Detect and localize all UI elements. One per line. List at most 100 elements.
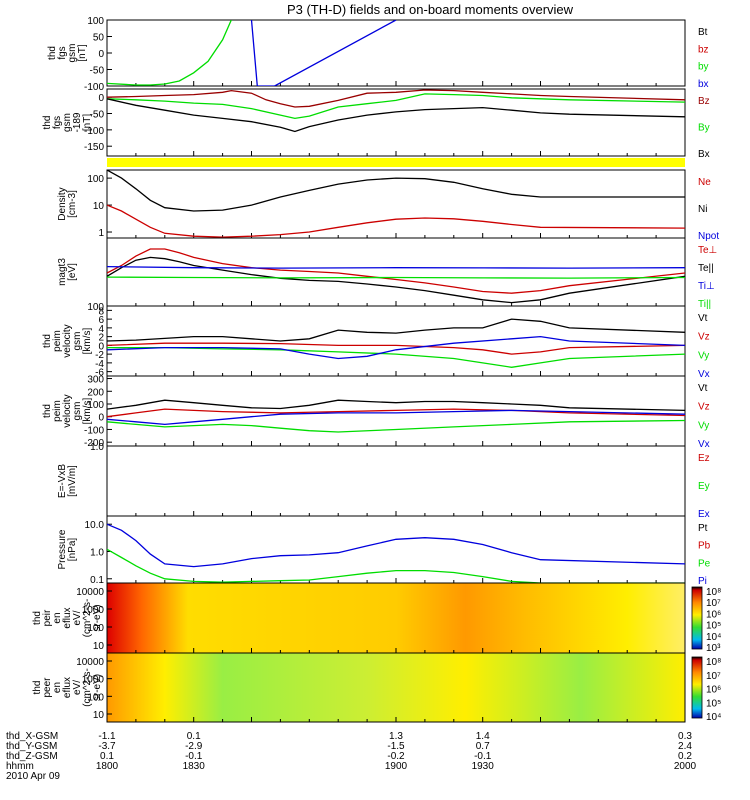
ylabel-line: [nT]: [82, 114, 93, 131]
legend-label: Ti⊥: [698, 281, 715, 292]
series-lines: [107, 170, 685, 238]
y-tick-label: -100: [84, 126, 104, 137]
ylabel-line: peir: [42, 609, 53, 626]
series-line-vt: [107, 318, 685, 342]
series-lines: [107, 523, 685, 583]
y-tick-label: 10.0: [85, 520, 105, 531]
ylabel-line: peim: [52, 400, 63, 422]
colorbar: [691, 656, 703, 719]
y-tick-label: 100: [87, 623, 104, 634]
y-tick-label: 10: [93, 201, 105, 212]
legend-label: Vz: [698, 402, 710, 413]
x-row-value: 1800: [96, 761, 119, 772]
colorbar-tick-label: 10⁴: [706, 712, 721, 723]
series-line-vy: [107, 419, 685, 433]
legend-label: Npot: [698, 231, 719, 242]
series-line-by: [107, 20, 232, 86]
colorbar-tick-label: 10⁵: [706, 621, 721, 632]
y-tick-label: -150: [84, 142, 104, 153]
y-tick-label: 50: [93, 33, 105, 44]
legend-label: Vt: [698, 383, 708, 394]
legend-label: by: [698, 62, 709, 73]
y-tick-label: -6: [95, 368, 104, 379]
ylabel-line: gsm: [67, 44, 78, 63]
series-line-ti: [107, 265, 685, 269]
legend-label: Ni: [698, 204, 707, 215]
colorbar-tick-label: 10⁴: [706, 632, 721, 643]
ylabel-line: eflux: [62, 607, 73, 628]
legend-label: Vt: [698, 313, 708, 324]
ylabel-line: thd: [32, 611, 43, 625]
x-row-value: 1830: [183, 761, 206, 772]
legend-label: Bz: [698, 96, 710, 107]
x-row-value: 0.1: [187, 731, 201, 742]
x-axis-labels: thd_X-GSM -1.1 0.1 1.3 1.4 0.3 thd_Y-GSM -3.7 -2…: [6, 731, 697, 782]
series-line-vx: [107, 335, 685, 360]
legend-label: bz: [698, 44, 709, 55]
series-lines: [107, 89, 685, 133]
x-row-value: -0.2: [387, 751, 405, 762]
y-tick-label: 10000: [76, 587, 104, 598]
colorbar: [691, 586, 703, 650]
y-tick-label: 1000: [82, 675, 105, 686]
colorbar-tick-label: 10⁸: [706, 657, 721, 668]
x-row-value: 1.4: [476, 731, 490, 742]
colorbar-tick-label: 10⁶: [706, 609, 721, 620]
y-tick-label: 10: [93, 641, 105, 652]
ylabel-line: [mV/m]: [67, 465, 78, 497]
y-tick-label: 10000: [76, 657, 104, 668]
y-tick-label: 0: [98, 413, 104, 424]
x-row-value: 2.4: [678, 741, 692, 752]
ylabel-line: thd: [42, 116, 53, 130]
x-row-value: -3.7: [98, 741, 116, 752]
y-tick-label: 100: [87, 302, 104, 313]
legend-label: Te||: [698, 263, 714, 274]
series-line-vt: [107, 399, 685, 412]
panel-pressure: Pressure [nPa] 10.0 1.0 0.1 Pt Pb Pe Pi: [57, 515, 711, 587]
series-line-ni: [107, 170, 685, 212]
ylabel-line: thd: [32, 681, 43, 695]
legend-label: Ez: [698, 453, 710, 464]
y-tick-label: -50: [90, 110, 105, 121]
panel-peir: thd peir en eflux eV/(cm^2-s-sr-eV) 10⁸10⁷10⁶…: [32, 582, 721, 654]
series-line-pi: [107, 523, 685, 568]
y-tick-label: 10: [93, 710, 105, 721]
ylabel-line: [eV]: [67, 263, 78, 281]
series-line-vx: [107, 409, 685, 426]
y-tick-label: -100: [84, 425, 104, 436]
y-tick-label: 1.0: [90, 547, 104, 558]
ylabel-line: en: [52, 682, 63, 693]
ylabel-line: peer: [42, 677, 53, 698]
y-tick-label: 100: [87, 174, 104, 185]
colorbar-tick-label: 10⁵: [706, 698, 721, 709]
ylabel-line: en: [52, 612, 63, 623]
x-row-value: -0.1: [474, 751, 492, 762]
legend-label: Vz: [698, 332, 710, 343]
x-row-label: thd_Y-GSM: [6, 741, 57, 752]
y-tick-label: 100: [87, 400, 104, 411]
series-line-ti: [107, 276, 685, 279]
x-row-value: 0.7: [476, 741, 490, 752]
ylabel-line: thd: [47, 46, 58, 60]
y-tick-label: -50: [90, 66, 105, 77]
x-row-value: -0.1: [185, 751, 203, 762]
ylabel-line: eflux: [62, 677, 73, 698]
legend-label: Ti||: [698, 299, 711, 310]
series-line-by: [107, 93, 685, 120]
ylabel-line: [nPa]: [67, 538, 78, 562]
ylabel-line: Pressure: [57, 529, 68, 569]
y-tick-label: 1: [98, 228, 104, 239]
ylabel-line: [km/s]: [82, 327, 93, 354]
legend-label: Te⊥: [698, 245, 717, 256]
ylabel-line: velocity: [62, 394, 73, 427]
x-row-value: -2.9: [185, 741, 203, 752]
ylabel-line: gsm: [72, 402, 83, 421]
y-tick-label: 200: [87, 387, 104, 398]
panel-fgs: thd fgs gsm [nT] 100 50 0 -50 -100 Bt bz by bx: [47, 16, 709, 93]
series-lines: [107, 248, 685, 304]
ylabel-line: eV/: [72, 680, 83, 695]
x-row-value: 0.3: [678, 731, 692, 742]
